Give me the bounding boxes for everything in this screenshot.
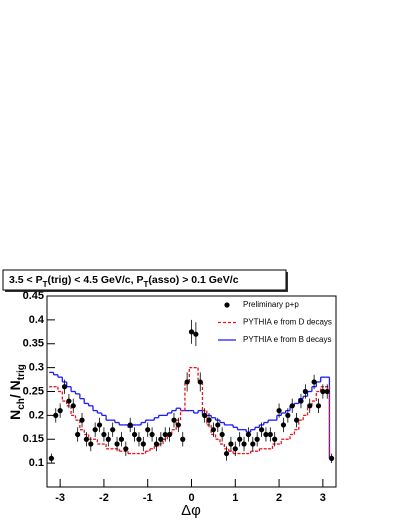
data-point — [184, 379, 190, 385]
y-tick-label: 0.1 — [29, 457, 44, 469]
data-point — [285, 412, 291, 418]
x-tick-label: 3 — [320, 492, 326, 504]
data-point — [66, 398, 72, 404]
data-point — [197, 379, 203, 385]
data-point — [136, 436, 142, 442]
legend-label: Preliminary p+p — [243, 300, 299, 309]
data-point — [223, 450, 230, 457]
data-point — [75, 431, 81, 438]
data-point — [258, 427, 265, 433]
y-axis-label: Nch/ Ntrig — [7, 364, 27, 420]
data-point — [158, 436, 164, 442]
data-point — [131, 431, 138, 438]
x-tick-label: 2 — [276, 492, 282, 504]
data-point — [241, 441, 247, 447]
data-point — [153, 441, 160, 447]
data-point — [114, 441, 120, 447]
data-point — [48, 455, 54, 461]
data-point — [83, 436, 90, 442]
data-point — [272, 436, 278, 442]
legend-label: PYTHIA e from B decays — [243, 335, 331, 344]
text-part: / N — [7, 380, 23, 398]
y-tick-label: 0.25 — [23, 385, 44, 397]
data-point — [188, 329, 195, 335]
text-part: N — [7, 410, 23, 420]
data-point — [140, 441, 146, 447]
x-tick-label: -1 — [143, 492, 153, 504]
data-point — [96, 422, 103, 428]
data-point — [79, 417, 85, 423]
data-point — [324, 388, 330, 395]
y-tick-label: 0.35 — [23, 338, 44, 350]
data-point — [280, 422, 287, 428]
data-point — [315, 403, 322, 409]
y-tick-label: 0.45 — [23, 290, 44, 302]
chart-title: 3.5 < PT(trig) < 4.5 GeV/c, PT(asso) > 0… — [9, 274, 239, 289]
subscript: ch — [16, 398, 27, 410]
data-point — [245, 431, 252, 438]
x-axis-label: Δφ — [181, 502, 201, 519]
data-point — [276, 408, 282, 414]
data-point — [237, 436, 243, 442]
data-point — [298, 398, 304, 404]
data-point — [162, 431, 168, 438]
data-point — [57, 408, 63, 414]
text-part: (trig) < 4.5 GeV/c, P — [47, 274, 143, 286]
data-point — [145, 427, 151, 433]
data-point — [110, 427, 116, 433]
data-point — [171, 417, 177, 423]
data-point — [193, 331, 199, 337]
data-point — [88, 441, 94, 447]
title-box — [2, 269, 287, 291]
data-point — [210, 427, 216, 433]
data-point — [263, 431, 269, 438]
y-tick-label: 0.4 — [29, 314, 45, 326]
data-point — [311, 379, 317, 385]
subscript: trig — [16, 364, 27, 380]
data-point — [167, 431, 173, 438]
data-point — [202, 412, 208, 418]
subscript: T — [143, 280, 148, 289]
data-point — [53, 412, 59, 418]
data-point — [250, 441, 256, 447]
data-point — [70, 403, 76, 409]
data-point — [101, 431, 107, 438]
data-point — [219, 431, 225, 438]
data-point — [307, 403, 313, 409]
x-tick-label: -2 — [99, 492, 109, 504]
legend-label: PYTHIA e from D decays — [243, 318, 332, 327]
data-point — [329, 455, 335, 461]
data-point — [118, 436, 125, 442]
y-tick-label: 0.2 — [29, 409, 44, 421]
data-point — [149, 431, 155, 438]
data-point — [175, 422, 181, 428]
data-point — [180, 436, 186, 442]
data-point — [267, 431, 273, 438]
y-tick-label: 0.3 — [29, 362, 44, 374]
legend-marker — [224, 302, 230, 308]
text-part: 3.5 < P — [9, 274, 43, 286]
data-point — [289, 403, 295, 409]
data-point — [206, 417, 212, 423]
data-point — [228, 441, 234, 447]
data-point — [293, 417, 300, 423]
x-tick-label: -3 — [55, 492, 65, 504]
x-tick-label: 0 — [188, 492, 194, 504]
subscript: T — [43, 280, 48, 289]
data-point — [302, 388, 308, 395]
y-tick-label: 0.15 — [23, 433, 44, 445]
data-point — [123, 446, 129, 452]
data-point — [320, 388, 326, 395]
data-point — [215, 422, 221, 428]
data-point — [254, 436, 260, 442]
data-point — [105, 436, 111, 442]
data-point — [92, 427, 98, 433]
data-point — [127, 422, 133, 428]
data-point — [61, 384, 68, 390]
data-point — [232, 446, 238, 452]
text-part: (asso) > 0.1 GeV/c — [148, 274, 238, 286]
x-tick-label: 1 — [232, 492, 238, 504]
